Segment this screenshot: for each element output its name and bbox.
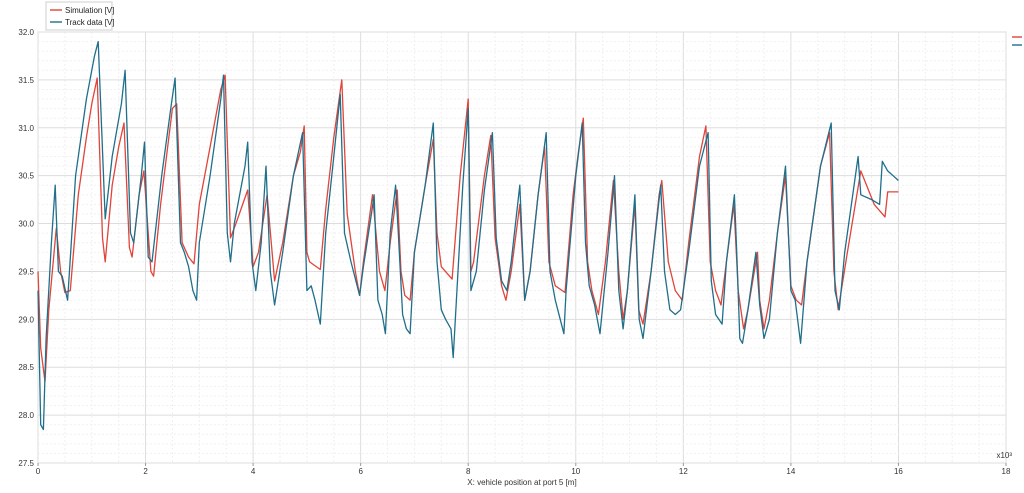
series-layer: [37, 40, 899, 431]
legend-box: [45, 1, 113, 31]
x-multiplier-label: x10³: [996, 451, 1012, 460]
x-tick-label: 0: [36, 467, 41, 476]
series-line-track-data: [37, 40, 899, 431]
y-tick-label: 28.5: [18, 363, 34, 372]
y-tick-label: 30.5: [18, 172, 34, 181]
x-tick-label: 10: [571, 467, 580, 476]
x-tick-label: 18: [1002, 467, 1011, 476]
x-tick-label: 4: [251, 467, 256, 476]
y-tick-label: 28.0: [18, 411, 34, 420]
y-tick-labels: 27.5 28.0 28.5 29.0 29.5 30.0 30.5 31.0 31.5 32.0: [18, 28, 34, 468]
x-tick-label: 6: [358, 467, 363, 476]
x-tick-labels: 0 2 4 6 8 10 12 14 16 18: [36, 463, 1011, 476]
x-tick-label: 14: [786, 467, 795, 476]
legend: Simulation [V] Track data [V]: [45, 1, 115, 31]
y-tick-label: 31.0: [18, 124, 34, 133]
right-legend-markers: [1012, 36, 1022, 46]
x-axis-title: X: vehicle position at port 5 [m]: [467, 478, 576, 487]
y-tick-label: 30.0: [18, 220, 34, 229]
legend-label-simulation: Simulation [V]: [65, 6, 114, 15]
x-tick-label: 8: [466, 467, 471, 476]
x-tick-label: 16: [894, 467, 903, 476]
x-gridlines: [37, 32, 1007, 463]
y-tick-label: 29.0: [18, 315, 34, 324]
x-tick-label: 2: [143, 467, 148, 476]
y-tick-label: 32.0: [18, 28, 34, 37]
y-tick-label: 31.5: [18, 76, 34, 85]
legend-label-track-data: Track data [V]: [65, 18, 115, 27]
x-tick-label: 12: [679, 467, 688, 476]
y-tick-label: 27.5: [18, 459, 34, 468]
y-gridlines: [38, 31, 1006, 464]
y-tick-label: 29.5: [18, 267, 34, 276]
